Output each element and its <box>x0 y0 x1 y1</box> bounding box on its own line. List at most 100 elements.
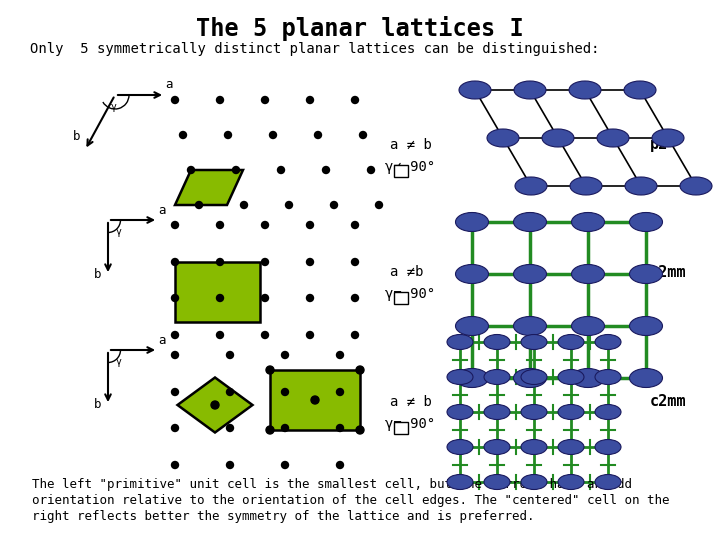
Ellipse shape <box>652 129 684 147</box>
Text: a ≠ b: a ≠ b <box>390 395 432 409</box>
Ellipse shape <box>629 316 662 335</box>
Ellipse shape <box>513 213 546 232</box>
Circle shape <box>307 259 313 266</box>
Circle shape <box>217 221 223 228</box>
Ellipse shape <box>521 475 547 489</box>
Circle shape <box>261 259 269 266</box>
Ellipse shape <box>484 440 510 455</box>
Ellipse shape <box>629 265 662 284</box>
Circle shape <box>311 396 319 404</box>
Ellipse shape <box>521 334 547 349</box>
Circle shape <box>269 132 276 138</box>
Text: γ: γ <box>116 357 122 367</box>
Ellipse shape <box>447 440 473 455</box>
Ellipse shape <box>542 129 574 147</box>
Circle shape <box>351 221 359 228</box>
Text: p2mm: p2mm <box>650 265 686 280</box>
Circle shape <box>266 426 274 434</box>
Circle shape <box>240 201 248 208</box>
Ellipse shape <box>558 369 584 384</box>
Text: a ≠ b: a ≠ b <box>390 138 432 152</box>
Circle shape <box>307 221 313 228</box>
Ellipse shape <box>456 368 488 388</box>
Circle shape <box>225 132 232 138</box>
FancyBboxPatch shape <box>394 292 408 304</box>
Ellipse shape <box>521 369 547 384</box>
Circle shape <box>261 332 269 339</box>
Ellipse shape <box>484 334 510 349</box>
Ellipse shape <box>459 81 491 99</box>
Circle shape <box>266 366 274 374</box>
Circle shape <box>376 201 382 208</box>
Ellipse shape <box>521 404 547 420</box>
Ellipse shape <box>572 316 605 335</box>
Text: The left "primitive" unit cell is the smallest cell, but the mirrors have an odd: The left "primitive" unit cell is the sm… <box>32 478 632 491</box>
Ellipse shape <box>572 213 605 232</box>
Ellipse shape <box>572 265 605 284</box>
Circle shape <box>315 132 322 138</box>
Ellipse shape <box>572 368 605 388</box>
Circle shape <box>227 424 233 431</box>
Circle shape <box>336 462 343 469</box>
FancyBboxPatch shape <box>394 422 408 434</box>
Ellipse shape <box>680 177 712 195</box>
Text: p2: p2 <box>650 138 668 152</box>
Circle shape <box>227 388 233 395</box>
Circle shape <box>323 166 330 173</box>
FancyBboxPatch shape <box>394 165 408 177</box>
Polygon shape <box>175 170 243 205</box>
Ellipse shape <box>569 81 601 99</box>
Circle shape <box>171 462 179 469</box>
Circle shape <box>196 201 202 208</box>
Circle shape <box>233 166 240 173</box>
Circle shape <box>307 294 313 301</box>
Text: γ= 90°: γ= 90° <box>385 287 436 301</box>
Circle shape <box>261 294 269 301</box>
Text: Only  5 symmetrically distinct planar lattices can be distinguished:: Only 5 symmetrically distinct planar lat… <box>30 42 600 56</box>
Circle shape <box>336 388 343 395</box>
Ellipse shape <box>456 213 488 232</box>
Circle shape <box>261 97 269 104</box>
Circle shape <box>351 259 359 266</box>
Ellipse shape <box>484 475 510 489</box>
Ellipse shape <box>515 177 547 195</box>
Ellipse shape <box>513 316 546 335</box>
Ellipse shape <box>629 213 662 232</box>
Circle shape <box>307 332 313 339</box>
Circle shape <box>286 201 292 208</box>
Circle shape <box>351 294 359 301</box>
Ellipse shape <box>595 475 621 489</box>
Ellipse shape <box>456 265 488 284</box>
Ellipse shape <box>595 404 621 420</box>
Text: a: a <box>165 78 173 91</box>
Circle shape <box>171 424 179 431</box>
Circle shape <box>217 332 223 339</box>
Ellipse shape <box>570 177 602 195</box>
Circle shape <box>227 462 233 469</box>
Ellipse shape <box>624 81 656 99</box>
Text: γ: γ <box>111 102 117 112</box>
Ellipse shape <box>521 440 547 455</box>
Circle shape <box>227 352 233 359</box>
Circle shape <box>277 166 284 173</box>
Ellipse shape <box>447 475 473 489</box>
Circle shape <box>261 221 269 228</box>
Circle shape <box>217 259 223 266</box>
Text: a: a <box>158 204 166 217</box>
Text: right reflects better the symmetry of the lattice and is preferred.: right reflects better the symmetry of th… <box>32 510 534 523</box>
Circle shape <box>282 462 289 469</box>
Circle shape <box>351 97 359 104</box>
Ellipse shape <box>595 440 621 455</box>
Text: γ= 90°: γ= 90° <box>385 417 436 431</box>
Circle shape <box>330 201 338 208</box>
Circle shape <box>307 97 313 104</box>
Circle shape <box>171 259 179 266</box>
Ellipse shape <box>629 368 662 388</box>
Circle shape <box>211 401 219 409</box>
Text: c2mm: c2mm <box>650 395 686 409</box>
Ellipse shape <box>447 404 473 420</box>
Text: The 5 planar lattices I: The 5 planar lattices I <box>196 16 524 41</box>
Circle shape <box>171 332 179 339</box>
Ellipse shape <box>558 440 584 455</box>
Circle shape <box>179 132 186 138</box>
